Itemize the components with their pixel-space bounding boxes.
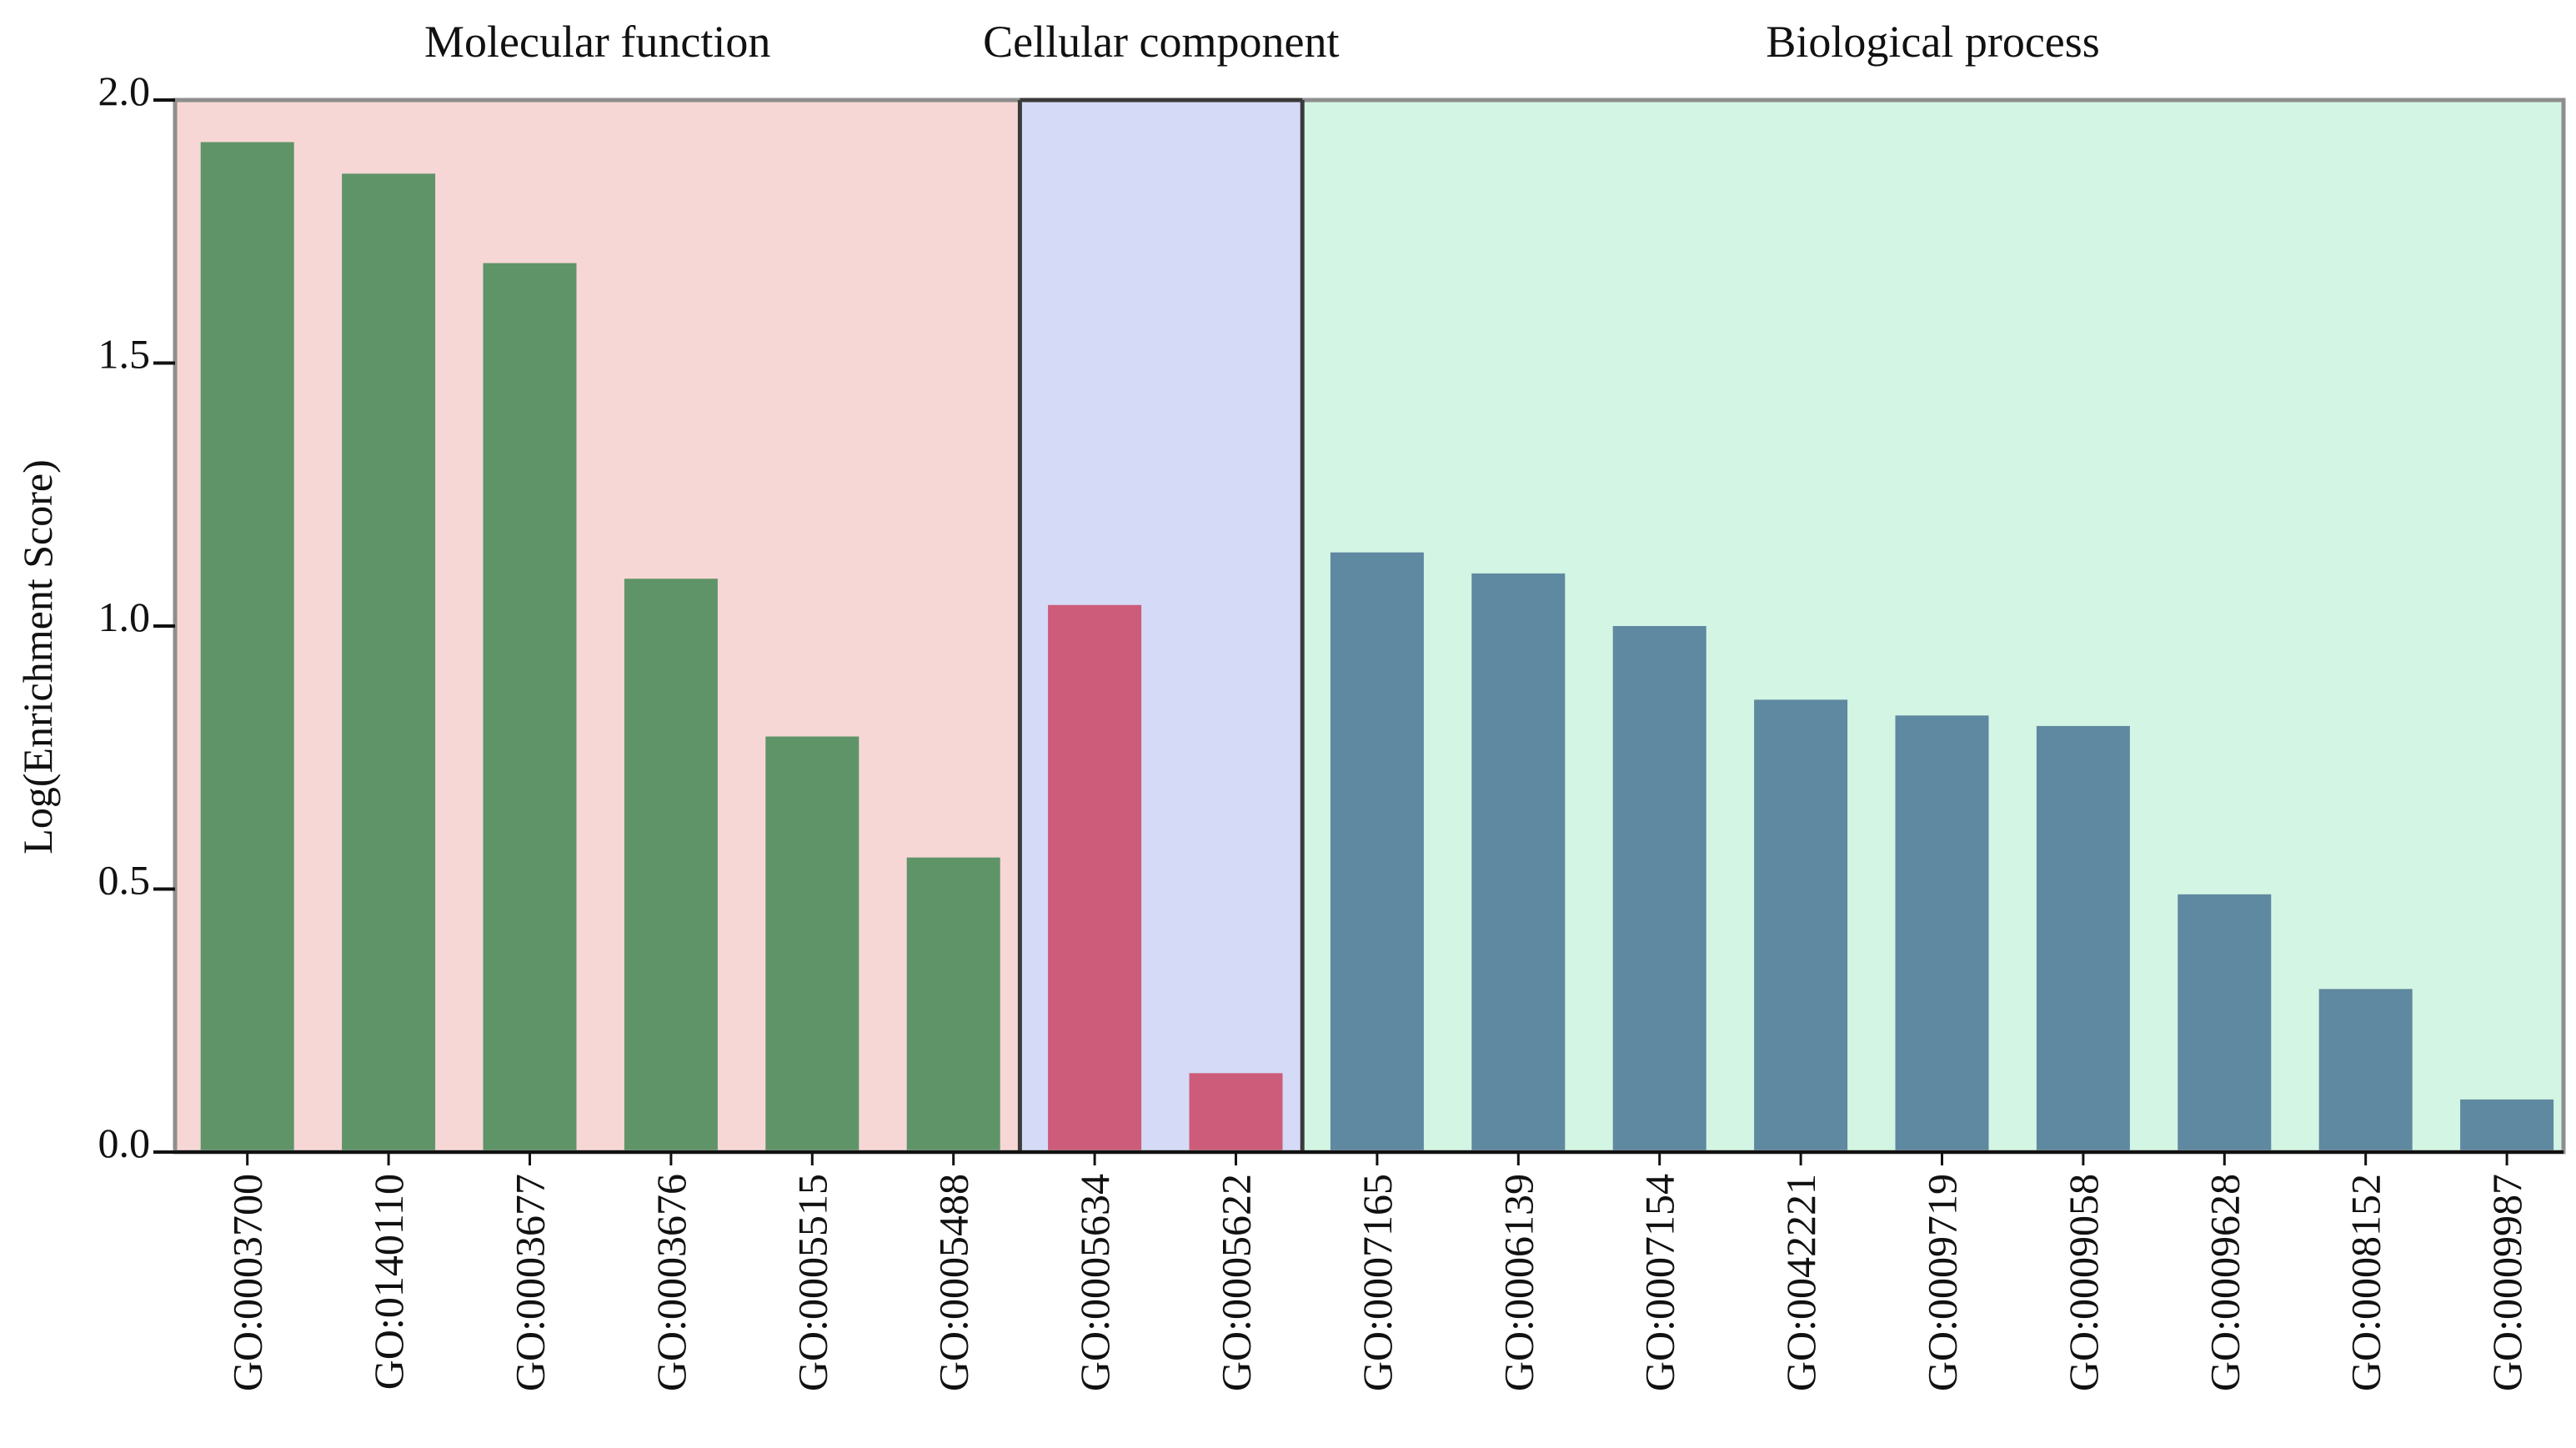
bar xyxy=(1754,699,1848,1152)
group-background xyxy=(175,100,1020,1152)
bar xyxy=(2460,1099,2554,1152)
x-tick-label: GO:0006139 xyxy=(1495,1174,1541,1391)
group-title: Cellular component xyxy=(983,17,1339,67)
bar xyxy=(483,263,577,1152)
x-tick-label: GO:0005515 xyxy=(789,1174,835,1391)
bar xyxy=(200,142,294,1153)
x-tick-label: GO:0042221 xyxy=(1777,1174,1824,1391)
bar xyxy=(2318,989,2413,1152)
y-tick-label: 2.0 xyxy=(98,68,151,114)
x-tick-label: GO:0007154 xyxy=(1636,1174,1683,1391)
x-tick-label: GO:0005488 xyxy=(930,1174,977,1391)
bars xyxy=(200,142,2554,1153)
bar xyxy=(2036,725,2130,1152)
x-tick-label: GO:0009987 xyxy=(2483,1174,2530,1391)
group-title: Biological process xyxy=(1766,17,2099,67)
x-tick-label: GO:0003700 xyxy=(224,1174,271,1391)
bar xyxy=(1189,1073,1283,1152)
x-tick-label: GO:0009719 xyxy=(1919,1174,1966,1391)
y-axis-title: Log(Enrichment Score) xyxy=(14,459,61,854)
group-title: Molecular function xyxy=(424,17,770,67)
bar xyxy=(624,579,718,1152)
bar xyxy=(765,736,860,1152)
bar xyxy=(906,857,1000,1152)
bar xyxy=(1612,626,1706,1152)
x-tick-label: GO:0005634 xyxy=(1071,1174,1118,1391)
axes xyxy=(153,98,2563,1165)
x-tick-label: GO:0140110 xyxy=(365,1174,412,1390)
y-tick-label: 1.0 xyxy=(98,594,151,640)
labels: Molecular function GO:0003700 GO:0140110 GO… xyxy=(98,17,2531,1391)
x-tick-label: GO:0005622 xyxy=(1213,1174,1260,1391)
y-tick-label: 1.5 xyxy=(98,331,151,378)
x-tick-label: GO:0007165 xyxy=(1354,1174,1401,1391)
bar xyxy=(1048,604,1142,1152)
bar xyxy=(1330,552,1424,1152)
bar xyxy=(2178,894,2272,1152)
y-tick-label: 0.0 xyxy=(98,1120,151,1166)
x-tick-label: GO:0003676 xyxy=(648,1174,694,1391)
bar xyxy=(1895,715,1989,1152)
x-tick-label: GO:0003677 xyxy=(507,1174,554,1391)
bar xyxy=(342,173,436,1153)
bar xyxy=(1471,573,1566,1152)
y-tick-label: 0.5 xyxy=(98,857,151,904)
x-tick-label: GO:0009628 xyxy=(2201,1174,2248,1391)
x-tick-label: GO:0009058 xyxy=(2060,1174,2107,1391)
x-tick-label: GO:0008152 xyxy=(2343,1174,2389,1391)
